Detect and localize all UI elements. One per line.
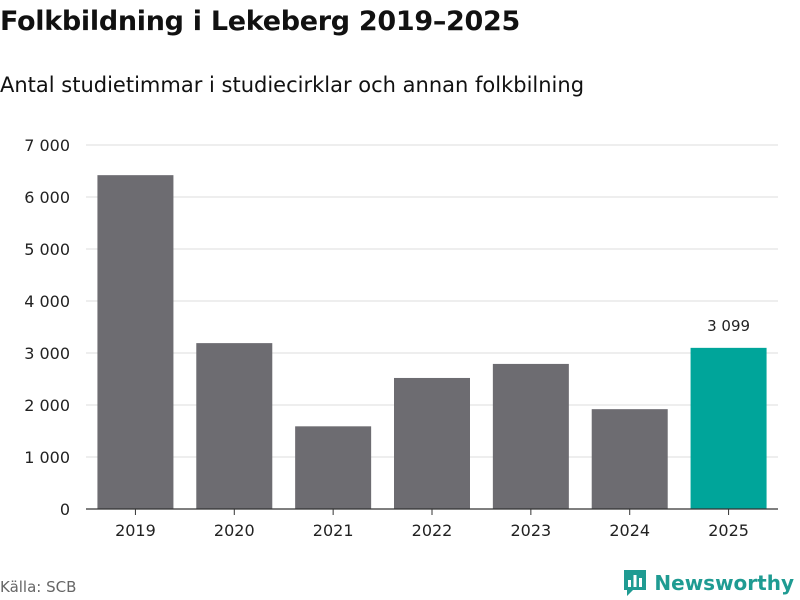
bar-2020 xyxy=(196,343,273,509)
y-tick-label: 6 000 xyxy=(24,188,70,207)
bar-2023 xyxy=(492,363,569,509)
x-tick-label: 2020 xyxy=(214,521,255,540)
x-tick-label: 2023 xyxy=(510,521,551,540)
data-labels: 3 099 xyxy=(707,317,750,335)
bar-2022 xyxy=(394,377,470,509)
x-axis-ticks: 2019 2020 2021 2022 2023 2024 2025 xyxy=(86,508,778,540)
bar-2024 xyxy=(591,409,668,509)
bar-2025 xyxy=(690,347,767,509)
x-tick-label: 2025 xyxy=(708,521,749,540)
newsworthy-logo: Newsworthy xyxy=(622,568,794,598)
brand-name: Newsworthy xyxy=(654,571,794,595)
x-tick-label: 2021 xyxy=(313,521,354,540)
y-tick-label: 4 000 xyxy=(24,292,70,311)
y-tick-label: 3 000 xyxy=(24,344,70,363)
x-tick-label: 2019 xyxy=(115,521,156,540)
y-tick-label: 1 000 xyxy=(24,448,70,467)
data-label-2025: 3 099 xyxy=(707,317,750,335)
bar-2021 xyxy=(295,426,372,509)
bar-2019 xyxy=(97,175,174,509)
chart-title: Folkbildning i Lekeberg 2019–2025 xyxy=(0,6,520,37)
y-axis-ticks: 0 1 000 2 000 3 000 4 000 5 000 6 000 7 000 xyxy=(24,136,70,519)
bars xyxy=(97,175,767,509)
source-note: Källa: SCB xyxy=(0,578,77,596)
x-tick-label: 2022 xyxy=(412,521,453,540)
y-tick-label: 5 000 xyxy=(24,240,70,259)
x-tick-label: 2024 xyxy=(609,521,650,540)
chart-subtitle: Antal studietimmar i studiecirklar och a… xyxy=(0,73,585,97)
y-tick-label: 2 000 xyxy=(24,396,70,415)
y-tick-label: 7 000 xyxy=(24,136,70,155)
y-tick-label: 0 xyxy=(60,500,70,519)
bar-chart-logo-icon xyxy=(624,570,647,596)
